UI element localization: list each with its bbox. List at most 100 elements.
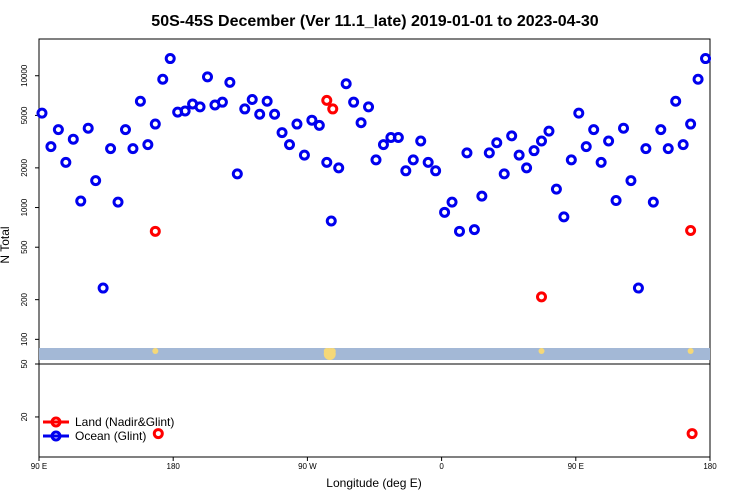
ocean-point (291, 118, 303, 130)
ocean-point (662, 143, 674, 155)
top-panel: 100 200 500 1000 2000 5000 10000 (20, 38, 712, 365)
land-point (321, 94, 333, 106)
land-point (536, 291, 548, 303)
ocean-point (201, 71, 213, 83)
ocean-point (269, 108, 281, 120)
ocean-point (119, 124, 131, 136)
legend-ocean-marker (50, 430, 62, 442)
y-tick-label: 20 (20, 412, 29, 421)
ocean-point (142, 139, 154, 151)
ocean-point (528, 145, 540, 157)
ocean-point (246, 94, 258, 106)
land-point (149, 225, 161, 237)
ocean-point (565, 154, 577, 166)
ocean-point (491, 137, 503, 149)
ocean-point (692, 73, 704, 85)
ocean-point (483, 147, 495, 159)
ocean-point (284, 139, 296, 151)
ocean-point (580, 141, 592, 153)
coverage-marker (687, 348, 694, 354)
top-plot-frame (38, 38, 711, 365)
ocean-point (276, 127, 288, 139)
ocean-point (60, 156, 72, 168)
ocean-point (325, 215, 337, 227)
ocean-point (647, 196, 659, 208)
legend-land-label: Land (Nadir&Glint) (75, 415, 174, 429)
ocean-point (407, 154, 419, 166)
ocean-point (655, 124, 667, 136)
ocean-point (355, 117, 367, 129)
ocean-point (164, 53, 176, 65)
y-tick-label: 10000 (20, 64, 29, 87)
ocean-point (45, 141, 57, 153)
x-axis-label: Longitude (deg E) (326, 476, 421, 490)
coverage-band (39, 348, 710, 360)
ocean-point (415, 135, 427, 147)
ocean-point (306, 114, 318, 126)
ocean-point (685, 118, 697, 130)
ocean-point (439, 206, 451, 218)
ocean-point (333, 162, 345, 174)
ocean-point (400, 165, 412, 177)
ocean-point (82, 122, 94, 134)
ocean-point (363, 101, 375, 113)
y-tick-label: 1000 (20, 198, 29, 216)
ocean-point (430, 165, 442, 177)
coverage-marker (538, 348, 545, 354)
ocean-point (536, 135, 548, 147)
ocean-point (521, 162, 533, 174)
y-tick-label: 50 (20, 359, 29, 368)
y-tick-label: 200 (20, 292, 29, 306)
y-tick-label: 5000 (20, 106, 29, 124)
ocean-point (321, 156, 333, 168)
legend: Land (Nadir&Glint) Ocean (Glint) (43, 415, 174, 443)
ocean-point (625, 175, 637, 187)
ocean-point (261, 95, 273, 107)
y-tick-label: 2000 (20, 158, 29, 176)
legend-ocean-label: Ocean (Glint) (75, 429, 146, 443)
ocean-point (112, 196, 124, 208)
ocean-point (36, 107, 48, 119)
coverage-markers (152, 348, 694, 360)
ocean-point (632, 282, 644, 294)
ocean-point (149, 118, 161, 130)
ocean-point (446, 196, 458, 208)
ocean-point (52, 124, 64, 136)
land-point (686, 428, 698, 440)
ocean-point (588, 124, 600, 136)
ocean-point (640, 143, 652, 155)
x-tick-label: 90 W (298, 462, 317, 471)
ocean-point (558, 211, 570, 223)
ocean-point (603, 135, 615, 147)
y-tick-label: 500 (20, 240, 29, 254)
ocean-point (595, 156, 607, 168)
ocean-point (157, 73, 169, 85)
x-tick-label: 90 E (31, 462, 47, 471)
ocean-point (216, 96, 228, 108)
ocean-point (105, 143, 117, 155)
legend-land-marker (50, 416, 62, 428)
ocean-point (550, 183, 562, 195)
ocean-point (618, 122, 630, 134)
ocean-point (453, 225, 465, 237)
coverage-marker (152, 348, 159, 354)
ocean-point (67, 133, 79, 145)
land-point (152, 428, 164, 440)
ocean-point (422, 156, 434, 168)
chart-title: 50S-45S December (Ver 11.1_late) 2019-01… (151, 13, 599, 30)
ocean-point (700, 53, 712, 65)
ocean-point (506, 130, 518, 142)
ocean-point (224, 76, 236, 88)
x-tick-label: 0 (439, 462, 444, 471)
ocean-point (90, 175, 102, 187)
bottom-plot-frame (38, 363, 711, 458)
ocean-point (75, 195, 87, 207)
ocean-point (377, 139, 389, 151)
ocean-point (134, 95, 146, 107)
land-point (685, 224, 697, 236)
ocean-point (239, 103, 251, 115)
ocean-point (468, 224, 480, 236)
